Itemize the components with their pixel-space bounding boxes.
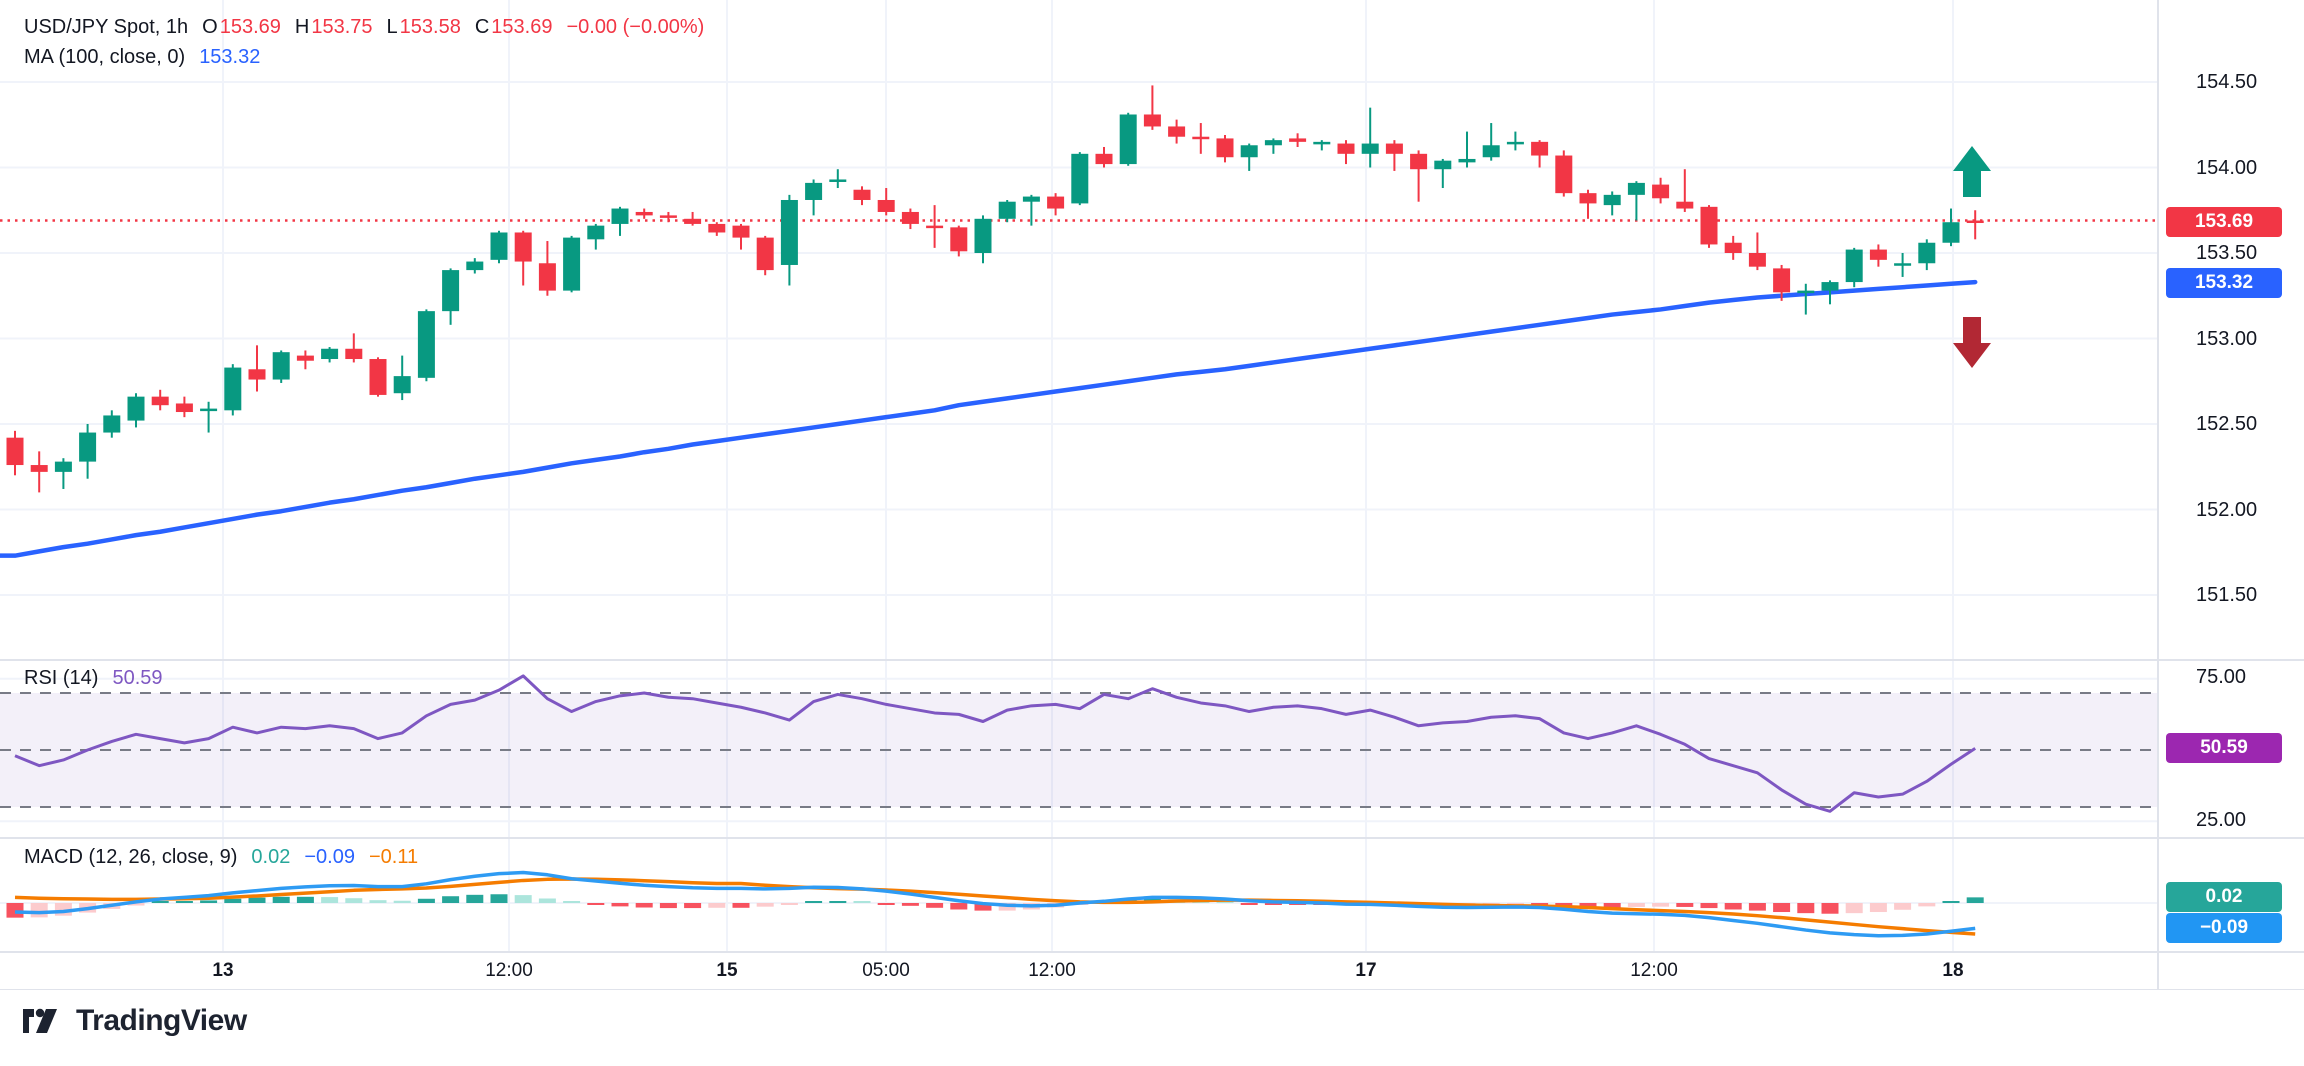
tradingview-logo-icon [23, 1008, 57, 1033]
candles [6, 85, 1984, 493]
price-axis-label: 154.00 [2196, 156, 2258, 179]
ohlc-high: H 153.75 [294, 16, 373, 38]
macd-hist-value: 0.02 [251, 846, 291, 868]
time-axis-label: 12:00 [1028, 960, 1076, 981]
macd-legend-label: MACD (12, 26, close, 9) [24, 846, 238, 868]
rsi-legend-value: 50.59 [112, 667, 163, 689]
ohlc-low: L 153.58 [386, 16, 461, 38]
macd-legend-row[interactable]: MACD (12, 26, close, 9) 0.02 −0.09 −0.11 [24, 842, 418, 872]
symbol-title: USD/JPY Spot, 1h [24, 16, 189, 38]
time-axis-label: 05:00 [862, 960, 910, 981]
time-axis-label: 17 [1355, 960, 1377, 981]
time-axis[interactable]: 13 12:00 15 05:00 12:00 17 12:00 18 [0, 952, 2158, 990]
price-axis-label: 151.50 [2196, 584, 2258, 606]
time-axis-label: 13 [212, 960, 234, 981]
rsi-legend-row[interactable]: RSI (14) 50.59 [24, 663, 163, 693]
time-axis-label: 18 [1942, 960, 1964, 981]
price-axis-label: 152.00 [2196, 498, 2258, 521]
rsi-value-badge: 50.59 [2166, 733, 2282, 763]
price-axis-label: 154.50 [2196, 71, 2258, 93]
rsi-axis-label-75: 75.00 [2196, 666, 2247, 688]
rsi-axis-label-25: 25.00 [2196, 809, 2247, 831]
symbol-legend-row[interactable]: USD/JPY Spot, 1h O 153.69 H 153.75 L 153.58… [24, 12, 704, 42]
tradingview-logo-text: TradingView [76, 1004, 247, 1037]
ma-value-badge: 153.32 [2166, 268, 2282, 298]
price-axis-label: 152.50 [2196, 413, 2258, 435]
time-axis-label: 15 [716, 960, 738, 981]
macd-hist-badge: 0.02 [2166, 882, 2282, 912]
time-axis-label: 12:00 [485, 960, 533, 981]
rsi-legend-label: RSI (14) [24, 667, 99, 689]
macd-signal-value: −0.11 [368, 846, 419, 868]
ma-legend-value: 153.32 [199, 46, 261, 68]
time-axis-label: 12:00 [1630, 960, 1678, 981]
tradingview-logo[interactable]: TradingView [22, 1004, 247, 1038]
ma-legend-row[interactable]: MA (100, close, 0) 153.32 [24, 42, 260, 72]
price-axis-label: 153.00 [2196, 327, 2258, 350]
macd-line-value: −0.09 [304, 846, 355, 868]
ohlc-open: O 153.69 [202, 16, 281, 38]
ohlc-close: C 153.69 [474, 16, 553, 38]
price-axis-label: 153.50 [2196, 242, 2258, 264]
macd-value-badge: −0.09 [2166, 913, 2282, 943]
footer: TradingView [0, 990, 2304, 1066]
change-value: −0.00 (−0.00%) [566, 16, 705, 38]
ma-legend-label: MA (100, close, 0) [24, 46, 186, 68]
last-price-badge: 153.69 [2166, 207, 2282, 237]
price-axis[interactable]: 154.50 154.00 153.50 153.00 152.50 152.00 151.… [2158, 0, 2304, 990]
